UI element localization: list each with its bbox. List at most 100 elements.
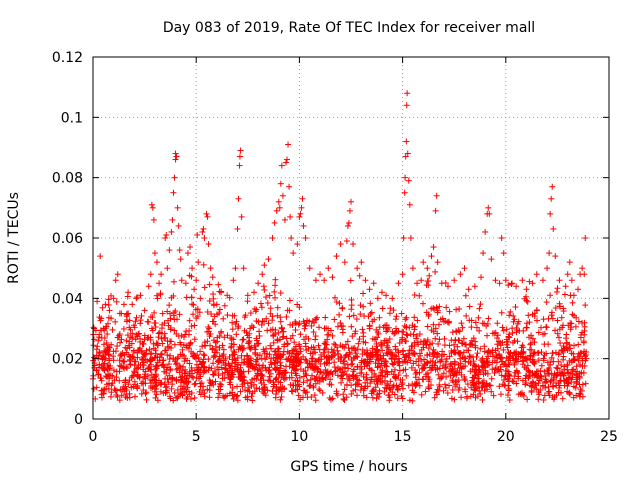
data-point bbox=[284, 156, 291, 163]
data-point bbox=[288, 235, 295, 241]
data-point bbox=[430, 328, 437, 335]
data-point bbox=[310, 329, 317, 336]
data-point bbox=[261, 286, 268, 293]
data-point bbox=[502, 277, 509, 284]
data-point bbox=[519, 277, 526, 284]
data-point bbox=[116, 331, 123, 338]
data-point bbox=[259, 271, 266, 278]
data-point bbox=[582, 380, 589, 387]
x-tick-label: 15 bbox=[394, 429, 412, 445]
data-point bbox=[205, 324, 212, 331]
data-point bbox=[500, 250, 507, 257]
data-point bbox=[187, 244, 194, 251]
data-point bbox=[118, 392, 125, 399]
data-point bbox=[371, 370, 378, 377]
data-point bbox=[354, 265, 361, 272]
data-point bbox=[337, 241, 344, 248]
data-point bbox=[333, 253, 340, 260]
data-point bbox=[478, 274, 485, 281]
data-point bbox=[130, 354, 137, 361]
data-point bbox=[174, 204, 181, 211]
data-point bbox=[166, 302, 173, 309]
data-point bbox=[456, 328, 463, 335]
data-point bbox=[97, 253, 104, 260]
data-point bbox=[269, 388, 276, 395]
data-point bbox=[460, 335, 467, 342]
data-point bbox=[571, 342, 578, 349]
data-point bbox=[531, 339, 538, 346]
data-point bbox=[226, 294, 233, 301]
data-point bbox=[155, 334, 162, 341]
data-point bbox=[200, 261, 207, 268]
data-point bbox=[545, 341, 552, 348]
data-point bbox=[273, 207, 280, 214]
data-point bbox=[112, 277, 119, 284]
data-point bbox=[421, 356, 428, 363]
data-point bbox=[148, 201, 155, 208]
data-point bbox=[164, 265, 171, 272]
data-point bbox=[247, 345, 254, 352]
data-point bbox=[204, 213, 211, 220]
data-point bbox=[299, 195, 306, 202]
data-point bbox=[457, 271, 464, 278]
data-point bbox=[263, 294, 270, 301]
data-point bbox=[150, 340, 157, 347]
data-point bbox=[162, 384, 169, 391]
data-point bbox=[244, 292, 251, 299]
data-point bbox=[300, 222, 307, 229]
data-point bbox=[556, 334, 563, 341]
data-point bbox=[548, 195, 555, 202]
data-point bbox=[188, 323, 195, 330]
data-point bbox=[577, 334, 584, 341]
data-point bbox=[392, 343, 399, 350]
data-point bbox=[404, 150, 411, 157]
data-point bbox=[553, 288, 560, 295]
data-point bbox=[573, 363, 580, 370]
data-point bbox=[114, 393, 121, 400]
data-point bbox=[582, 302, 589, 309]
data-point bbox=[113, 368, 120, 375]
data-point bbox=[176, 247, 183, 254]
data-point bbox=[374, 295, 381, 302]
data-point bbox=[272, 294, 279, 301]
data-point bbox=[244, 380, 251, 387]
data-point bbox=[346, 313, 353, 320]
data-point bbox=[238, 213, 245, 220]
data-point bbox=[366, 286, 373, 293]
data-point bbox=[395, 372, 402, 379]
data-point bbox=[358, 383, 365, 390]
data-point bbox=[133, 314, 140, 321]
data-point bbox=[250, 289, 257, 296]
data-point bbox=[545, 315, 552, 322]
data-point bbox=[158, 271, 165, 278]
data-point bbox=[350, 312, 357, 319]
data-point bbox=[153, 292, 160, 299]
data-point bbox=[191, 381, 198, 388]
data-point bbox=[281, 216, 288, 223]
data-point bbox=[140, 362, 147, 369]
data-point bbox=[172, 156, 179, 163]
data-point bbox=[324, 331, 331, 338]
data-point bbox=[491, 369, 498, 376]
data-point bbox=[458, 394, 465, 401]
data-point bbox=[315, 342, 322, 349]
data-point bbox=[302, 323, 309, 330]
data-point bbox=[124, 293, 131, 300]
data-point bbox=[411, 291, 418, 298]
data-point bbox=[422, 338, 429, 345]
data-point bbox=[212, 321, 219, 328]
data-point bbox=[292, 326, 299, 333]
data-point bbox=[331, 340, 338, 347]
data-point bbox=[123, 337, 130, 344]
data-point bbox=[255, 280, 262, 287]
data-point bbox=[189, 301, 196, 308]
data-point bbox=[167, 366, 174, 373]
data-point bbox=[500, 327, 507, 334]
data-point bbox=[147, 271, 154, 278]
data-point bbox=[240, 336, 247, 343]
data-point bbox=[554, 317, 561, 324]
data-point bbox=[508, 280, 515, 287]
data-point bbox=[452, 336, 459, 343]
data-point bbox=[214, 338, 221, 345]
data-point bbox=[430, 353, 437, 360]
